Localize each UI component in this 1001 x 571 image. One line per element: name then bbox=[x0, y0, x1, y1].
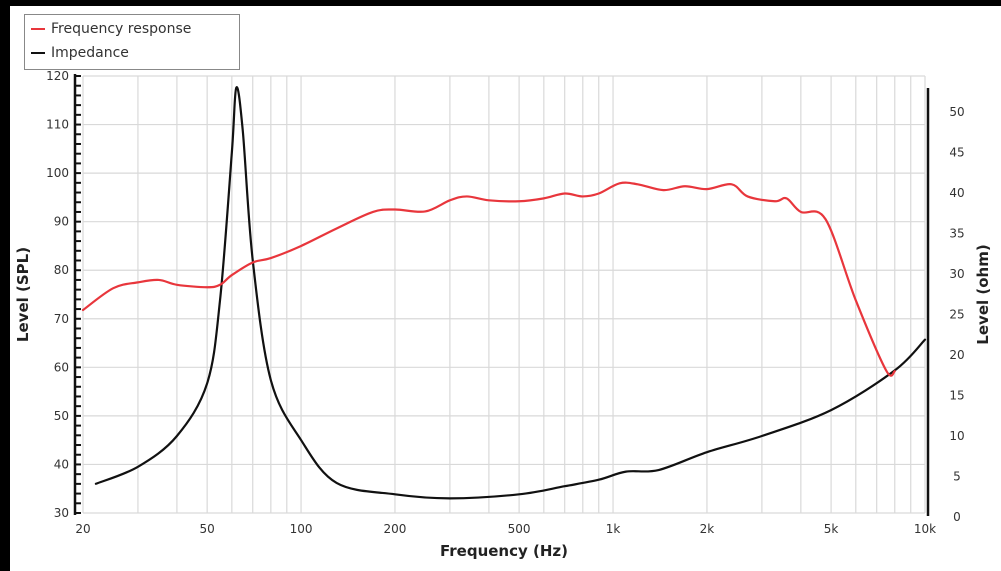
legend-item-frequency-response: Frequency response bbox=[31, 21, 191, 37]
y-tick-label: 110 bbox=[46, 118, 69, 132]
chart-plot: 30 40 50 60 70 80 90 100 110 120 0 5 10 15 20 25 30 35 40 4… bbox=[14, 69, 992, 560]
x-tick-label: 2k bbox=[700, 522, 715, 536]
x-tick-label: 5k bbox=[824, 522, 839, 536]
y-tick-label: 120 bbox=[46, 69, 69, 83]
impedance-line bbox=[94, 86, 927, 500]
y2-tick-label: 0 bbox=[953, 510, 961, 524]
frequency-response-line bbox=[81, 181, 896, 377]
y2-tick-label: 50 bbox=[949, 105, 964, 119]
y-tick-label: 60 bbox=[54, 360, 69, 374]
x-tick-label: 100 bbox=[290, 522, 313, 536]
legend-label: Frequency response bbox=[51, 21, 192, 37]
y-axis-title: Level (SPL) bbox=[14, 247, 32, 342]
y2-tick-label: 35 bbox=[949, 227, 964, 241]
y2-tick-label: 45 bbox=[949, 146, 964, 160]
y-tick-label: 70 bbox=[54, 312, 69, 326]
y2-tick-label: 10 bbox=[949, 429, 964, 443]
y-tick-label: 90 bbox=[54, 215, 69, 229]
x-tick-label: 500 bbox=[508, 522, 531, 536]
y2-tick-label: 25 bbox=[949, 308, 964, 322]
legend: Frequency response Impedance bbox=[24, 14, 240, 70]
x-tick-label: 200 bbox=[384, 522, 407, 536]
y2-tick-label: 20 bbox=[949, 348, 964, 362]
y-tick-label: 100 bbox=[46, 166, 69, 180]
legend-swatch-black bbox=[31, 52, 45, 54]
y2-tick-label: 15 bbox=[949, 389, 964, 403]
x-tick-label: 10k bbox=[914, 522, 936, 536]
y-tick-label: 50 bbox=[54, 409, 69, 423]
y2-tick-label: 5 bbox=[953, 470, 961, 484]
y2-axis-title: Level (ohm) bbox=[974, 244, 992, 344]
chart-canvas: 30 40 50 60 70 80 90 100 110 120 0 5 10 15 20 25 30 35 40 4… bbox=[10, 6, 1001, 571]
x-tick-label: 1k bbox=[606, 522, 621, 536]
legend-swatch-red bbox=[31, 28, 45, 30]
x-axis-title: Frequency (Hz) bbox=[440, 542, 568, 560]
y-tick-label: 80 bbox=[54, 263, 69, 277]
x-tick-label: 50 bbox=[200, 522, 215, 536]
y-tick-label: 30 bbox=[54, 506, 69, 520]
legend-label: Impedance bbox=[51, 45, 129, 61]
y-tick-label: 40 bbox=[54, 457, 69, 471]
legend-item-impedance: Impedance bbox=[31, 45, 129, 61]
y2-tick-label: 40 bbox=[949, 186, 964, 200]
y2-tick-label: 30 bbox=[949, 267, 964, 281]
x-tick-label: 20 bbox=[75, 522, 90, 536]
